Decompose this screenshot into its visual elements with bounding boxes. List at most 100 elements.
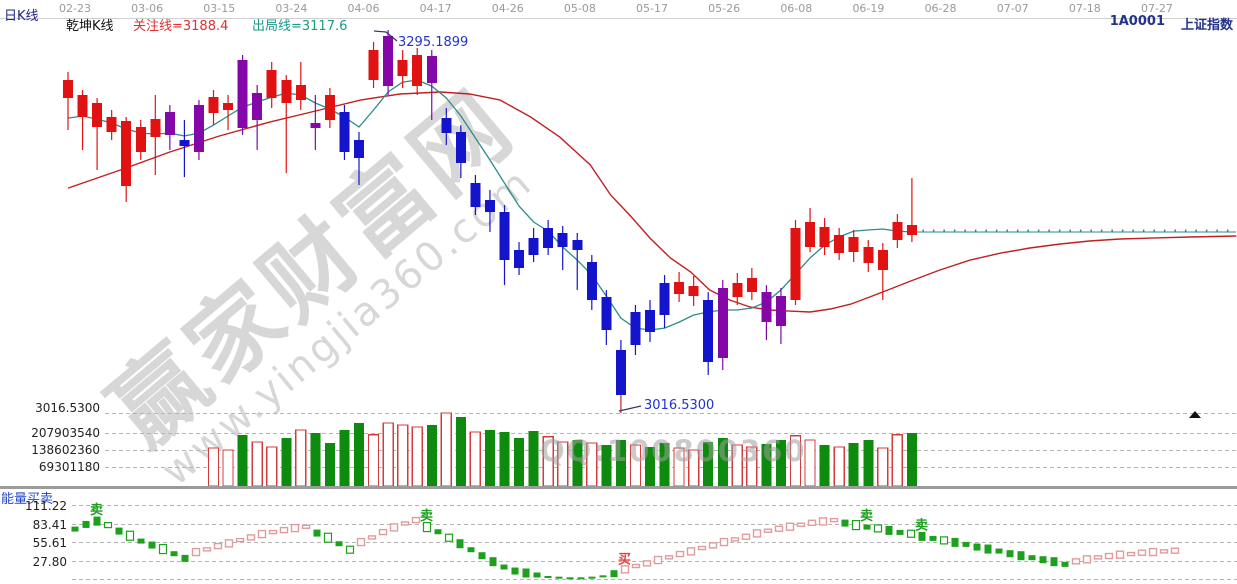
volume-bar (819, 445, 830, 486)
volume-bar (251, 441, 263, 487)
volume-bar (295, 429, 307, 487)
symbol-code[interactable]: 1A0001 (1109, 14, 1165, 29)
candle (470, 183, 481, 208)
symbol-name[interactable]: 上证指数 (1180, 18, 1233, 33)
date-tick: 05-26 (708, 2, 741, 15)
volume-bar (717, 437, 728, 486)
indicator-bar (290, 523, 300, 533)
indicator-bar (389, 523, 399, 532)
indicator-bar (785, 522, 795, 531)
candle (92, 102, 103, 128)
volume-bar (848, 443, 859, 486)
scroll-right-arrow-icon[interactable] (1189, 411, 1201, 418)
candle (397, 60, 408, 77)
indicator-bar (191, 547, 201, 557)
volume-axis-label: 69301180 (38, 460, 100, 474)
indicator-bar (224, 539, 234, 548)
candle (892, 221, 903, 241)
indicator-bar (1170, 547, 1180, 554)
volume-bar (703, 442, 714, 486)
date-tick: 02-23 (59, 2, 91, 15)
indicator-bar (863, 524, 871, 530)
volume-bar (354, 422, 364, 486)
indicator-bar (851, 519, 861, 531)
candle (164, 112, 175, 136)
date-tick: 04-26 (491, 2, 524, 15)
indicator-bar (730, 537, 740, 542)
volume-bar (877, 447, 889, 487)
volume-bars (207, 412, 917, 487)
volume-bar (906, 432, 917, 486)
volume-bar (775, 440, 786, 486)
indicator-bar (246, 534, 256, 541)
volume-bar (833, 446, 845, 487)
candle (106, 116, 117, 132)
indicator-bar (335, 541, 343, 547)
indicator-bar (1137, 549, 1147, 556)
volume-bar (804, 439, 816, 487)
indicator-bar (456, 539, 464, 549)
indicator-bar (599, 575, 607, 578)
volume-bar (324, 443, 335, 486)
volume-bar (484, 429, 495, 486)
indicator-bar (939, 536, 949, 545)
candle (121, 120, 132, 186)
indicator-bar (533, 572, 541, 578)
volume-bar (514, 437, 525, 486)
indicator-bar (1061, 561, 1069, 567)
date-tick: 06-08 (780, 2, 813, 15)
candle (354, 140, 364, 159)
indicator-bar (268, 529, 278, 535)
volume-bar (761, 444, 772, 486)
indicator-axis-label: 55.61 (32, 536, 67, 550)
indicator-bar (708, 542, 718, 549)
date-tick: 06-28 (924, 2, 957, 15)
candle (732, 283, 743, 298)
indicator-bar (566, 577, 574, 580)
watch-line-value: 关注线=3188.4 (133, 19, 229, 34)
indicator-bar (763, 528, 773, 533)
candle (77, 95, 88, 117)
indicator-bar (103, 521, 113, 529)
candle (906, 225, 917, 236)
indicator-bar (984, 544, 992, 554)
candle (645, 309, 655, 333)
buy-sell-markers: 卖卖买卖卖 (90, 502, 928, 567)
indicator-bar (675, 550, 685, 558)
indicator-bar (522, 568, 530, 578)
indicator-bar (1126, 551, 1136, 557)
indicator-bar (544, 576, 552, 579)
indicator-bar (93, 516, 101, 526)
indicator-bar (400, 521, 410, 526)
indicator-panel-title[interactable]: 能量买卖 (1, 492, 54, 507)
panel-divider (0, 486, 1237, 489)
date-tick: 07-18 (1068, 2, 1101, 15)
candle (208, 97, 219, 114)
indicator-bar (478, 552, 486, 560)
indicator-bar (631, 563, 641, 569)
candlestick-layer (63, 30, 917, 413)
indicator-bars (71, 516, 1180, 580)
indicator-bar (1006, 550, 1014, 558)
candle (484, 200, 495, 213)
indicator-bar (642, 560, 652, 567)
volume-bar (601, 445, 612, 486)
candle (455, 131, 466, 164)
peak-price-annotation: 3295.1899 (398, 35, 469, 50)
chart-type-label[interactable]: 日K线 (4, 9, 39, 24)
volume-axis-label: 138602360 (31, 443, 100, 457)
volume-bar (382, 422, 394, 487)
indicator-bar (555, 576, 563, 579)
sell-marker: 卖 (860, 508, 873, 524)
indicator-bar (434, 529, 442, 535)
candle (266, 69, 277, 99)
candle (237, 60, 248, 128)
indicator-bar (719, 537, 729, 547)
volume-bar (645, 447, 655, 486)
indicator-bar (995, 548, 1003, 554)
indicator-bar (378, 528, 388, 536)
date-tick: 05-08 (563, 2, 596, 15)
indicator-name-label[interactable]: 乾坤K线 (66, 19, 114, 34)
candle (339, 112, 350, 153)
